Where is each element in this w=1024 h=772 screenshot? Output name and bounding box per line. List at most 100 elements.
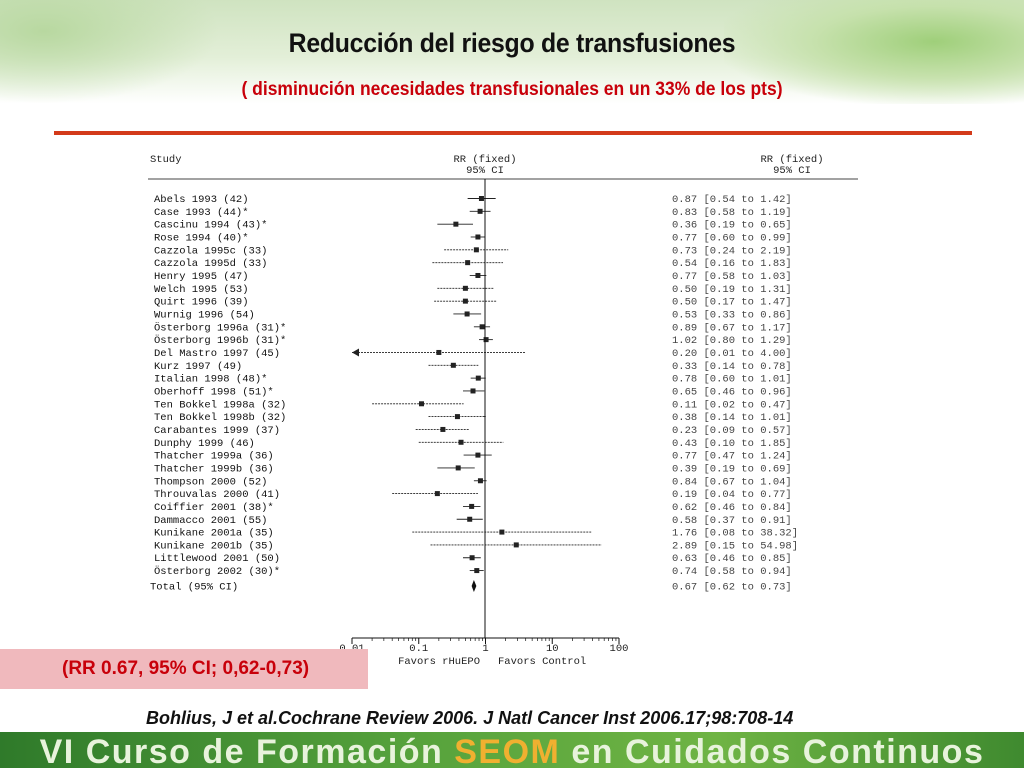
point-estimate [453,221,459,227]
point-estimate [462,298,468,304]
study-ci-value: 0.20 [0.01 to 4.00] [672,348,792,360]
point-estimate [474,568,480,574]
study-label: Quirt 1996 (39) [154,297,249,309]
study-ci-value: 0.62 [0.46 to 0.84] [672,502,792,514]
study-ci-value: 1.76 [0.08 to 38.32] [672,528,798,540]
total-ci-value: 0.67 [0.62 to 0.73] [672,582,792,594]
favors-left-label: Favors rHuEPO [398,656,480,668]
point-estimate [499,529,505,535]
study-ci-value: 0.53 [0.33 to 0.86] [672,309,792,321]
rr-header-values: RR (fixed) [760,154,823,166]
point-estimate [470,388,476,394]
point-estimate [475,272,481,278]
study-ci-value: 0.77 [0.47 to 1.24] [672,451,792,463]
footer-course-title: VI Curso de Formación SEOM en Cuidados C… [0,733,1024,772]
x-tick-label: 1 [482,643,488,655]
footer-banner [0,732,1024,768]
summary-rr-text: (RR 0.67, 95% CI; 0,62-0,73) [62,658,310,679]
x-tick-label: 10 [546,643,559,655]
study-ci-value: 0.77 [0.60 to 0.99] [672,232,792,244]
study-label: Thatcher 1999b (36) [154,463,274,475]
study-ci-value: 0.19 [0.04 to 0.77] [672,489,792,501]
point-estimate [436,349,442,355]
study-label: Thatcher 1999a (36) [154,451,274,463]
footer-text-end: en Cuidados Continuos [560,733,985,771]
study-label: Dammacco 2001 (55) [154,515,267,527]
study-label: Carabantes 1999 (37) [154,425,280,437]
point-estimate [477,208,483,214]
study-ci-value: 0.78 [0.60 to 1.01] [672,374,792,386]
study-label: Österborg 1996a (31)* [154,321,286,334]
rr-header-plot: RR (fixed) [453,154,516,166]
study-ci-value: 0.87 [0.54 to 1.42] [672,194,792,206]
study-label: Cazzola 1995d (33) [154,258,267,270]
ci-header-plot: 95% CI [466,165,504,177]
total-label: Total (95% CI) [150,582,238,594]
x-tick-label: 100 [610,643,629,655]
study-label: Thompson 2000 (52) [154,476,267,488]
point-estimate [465,260,471,266]
point-estimate [469,503,475,509]
favors-right-label: Favors Control [498,656,586,668]
study-ci-value: 0.83 [0.58 to 1.19] [672,207,792,219]
study-ci-value: 0.39 [0.19 to 0.69] [672,463,792,475]
point-estimate [454,414,460,420]
point-estimate [440,426,446,432]
study-label: Welch 1995 (53) [154,284,249,296]
study-label: Österborg 1996b (31)* [154,334,286,347]
point-estimate [462,285,468,291]
study-label: Del Mastro 1997 (45) [154,348,280,360]
point-estimate [479,324,485,330]
ci-arrow-left [352,348,359,357]
study-label: Coiffier 2001 (38)* [154,502,274,514]
point-estimate [477,478,483,484]
study-label: Oberhoff 1998 (51)* [154,386,274,398]
footer-seom: SEOM [454,733,561,771]
study-ci-value: 0.74 [0.58 to 0.94] [672,566,792,578]
point-estimate [450,362,456,368]
study-label: Abels 1993 (42) [154,194,249,206]
study-label: Wurnig 1996 (54) [154,309,255,321]
study-ci-value: 2.89 [0.15 to 54.98] [672,540,798,552]
study-ci-value: 0.73 [0.24 to 2.19] [672,245,792,257]
point-estimate [469,555,475,561]
point-estimate [475,234,481,240]
point-estimate [464,311,470,317]
study-ci-value: 0.36 [0.19 to 0.65] [672,220,792,232]
study-label: Rose 1994 (40)* [154,232,249,244]
study-ci-value: 0.84 [0.67 to 1.04] [672,476,792,488]
study-label: Henry 1995 (47) [154,271,249,283]
x-tick-label: 0.1 [409,643,428,655]
point-estimate [475,452,481,458]
citation-text: Bohlius, J et al.Cochrane Review 2006. J… [146,708,794,728]
study-label: Kurz 1997 (49) [154,361,242,373]
study-column-header: Study [150,154,182,166]
header-background [0,0,1024,104]
study-label: Cazzola 1995c (33) [154,245,267,257]
study-ci-value: 0.23 [0.09 to 0.57] [672,425,792,437]
study-label: Dunphy 1999 (46) [154,438,255,450]
point-estimate [475,375,481,381]
study-ci-value: 0.43 [0.10 to 1.85] [672,438,792,450]
study-label: Throuvalas 2000 (41) [154,489,280,501]
study-label: Ten Bokkel 1998a (32) [154,399,286,411]
study-label: Littlewood 2001 (50) [154,553,280,565]
point-estimate [419,401,425,407]
point-estimate [434,491,440,497]
study-label: Italian 1998 (48)* [154,374,267,386]
study-ci-value: 0.50 [0.17 to 1.47] [672,297,792,309]
study-ci-value: 0.38 [0.14 to 1.01] [672,412,792,424]
title-divider [54,131,972,135]
study-ci-value: 0.58 [0.37 to 0.91] [672,515,792,527]
point-estimate [513,542,519,548]
point-estimate [467,516,473,522]
study-label: Case 1993 (44)* [154,207,249,219]
point-estimate [473,247,479,253]
study-ci-value: 0.63 [0.46 to 0.85] [672,553,792,565]
slide-title: Reducción del riesgo de transfusiones [288,28,736,58]
study-ci-value: 1.02 [0.80 to 1.29] [672,335,792,347]
leaf-decoration-left [0,0,220,104]
study-label: Kunikane 2001a (35) [154,528,274,540]
point-estimate [458,439,464,445]
